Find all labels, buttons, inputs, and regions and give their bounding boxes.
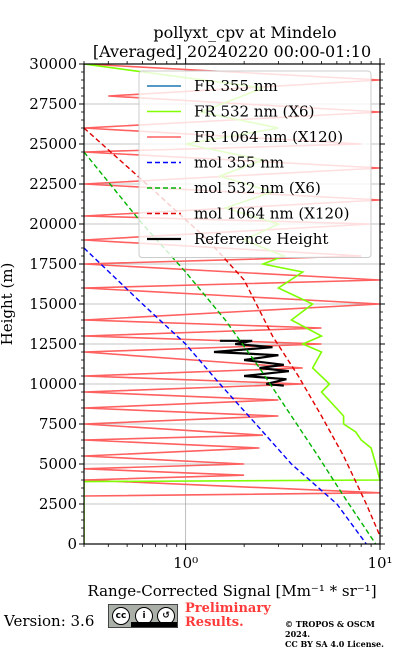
- x-tick-label: 10¹: [367, 554, 392, 572]
- x-axis-label: Range-Corrected Signal [Mm⁻¹ * sr⁻¹]: [87, 582, 376, 600]
- preliminary-line2: Results.: [185, 615, 244, 630]
- copyright-line2: CC BY SA 4.0 License.: [285, 639, 384, 649]
- y-tick-label: 27500: [29, 95, 77, 113]
- y-tick-label: 0: [67, 535, 77, 553]
- copyright-notice: © TROPOS & OSCM 2024. CC BY SA 4.0 Licen…: [285, 619, 400, 649]
- y-tick-label: 20000: [29, 215, 77, 233]
- y-tick-label: 7500: [39, 415, 77, 433]
- y-tick-label: 5000: [39, 455, 77, 473]
- legend-label-mol355: mol 355 nm: [194, 154, 284, 172]
- y-tick-label: 22500: [29, 175, 77, 193]
- copyright-line1: © TROPOS & OSCM 2024.: [285, 619, 375, 639]
- version-label: Version: 3.6: [4, 612, 95, 630]
- legend-label-reference: Reference Height: [194, 230, 328, 248]
- cc-icon: cc: [112, 607, 130, 625]
- y-tick-label: 12500: [29, 335, 77, 353]
- y-tick-label: 17500: [29, 255, 77, 273]
- legend-label-fr355: FR 355 nm: [194, 77, 278, 95]
- chart-title-line1: pollyxt_cpv at Mindelo: [153, 23, 336, 42]
- badge-strip: [131, 622, 177, 627]
- cc-license-badge[interactable]: cc i ↺: [108, 604, 178, 628]
- y-tick-label: 30000: [29, 55, 77, 73]
- y-tick-label: 2500: [39, 495, 77, 513]
- series-mol355: [84, 247, 367, 544]
- axis-ticks: 0 2500 5000 7500 10000 12500 15000 17500 20000 22…: [29, 55, 392, 572]
- y-tick-label: 15000: [29, 295, 77, 313]
- legend-label-mol532: mol 532 nm (X6): [194, 179, 321, 197]
- legend-label-fr532: FR 532 nm (X6): [194, 103, 314, 121]
- legend-label-mol1064: mol 1064 nm (X120): [194, 205, 349, 223]
- y-tick-label: 10000: [29, 375, 77, 393]
- x-tick-label: 10⁰: [173, 554, 198, 572]
- chart-title-line2: [Averaged] 20240220 00:00-01:10: [93, 42, 371, 61]
- series-reference: [213, 339, 290, 387]
- chart-area: pollyxt_cpv at Mindelo [Averaged] 202402…: [0, 23, 393, 600]
- y-axis-label: Height (m): [0, 263, 16, 346]
- preliminary-notice: Preliminary Results.: [185, 602, 285, 630]
- legend-box: [138, 70, 372, 258]
- y-tick-label: 25000: [29, 135, 77, 153]
- legend-label-fr1064: FR 1064 nm (X120): [194, 128, 343, 146]
- preliminary-line1: Preliminary: [185, 601, 271, 616]
- legend: FR 355 nm FR 532 nm (X6) FR 1064 nm (X120)…: [138, 70, 372, 258]
